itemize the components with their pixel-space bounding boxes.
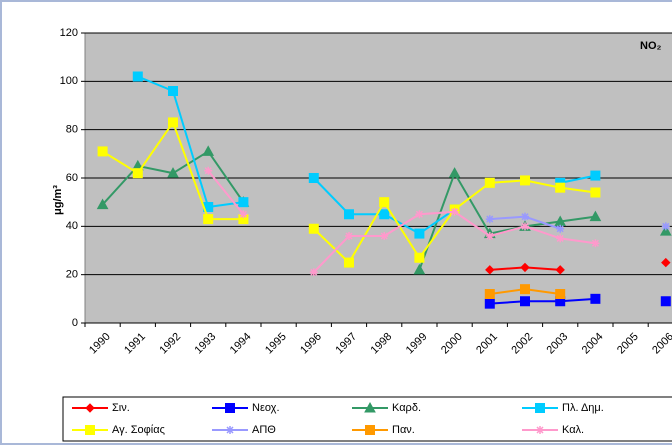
data-point xyxy=(414,228,425,239)
y-tick-label: 80 xyxy=(66,124,78,136)
data-point xyxy=(485,265,495,275)
data-point xyxy=(591,239,600,248)
data-point xyxy=(239,210,248,219)
data-point xyxy=(415,210,424,219)
data-point xyxy=(520,175,530,186)
data-point xyxy=(308,223,319,234)
data-point xyxy=(555,289,566,299)
data-point xyxy=(379,209,390,220)
data-point xyxy=(484,289,495,299)
y-tick-label: 0 xyxy=(72,317,78,329)
legend-marker xyxy=(535,403,545,413)
legend-marker xyxy=(364,401,376,413)
y-tick-label: 100 xyxy=(60,75,78,87)
series-line xyxy=(559,174,596,184)
legend-marker xyxy=(85,403,95,413)
series-line xyxy=(207,170,245,215)
data-point xyxy=(556,234,565,243)
data-point xyxy=(659,225,672,236)
data-point xyxy=(555,182,566,193)
data-point xyxy=(590,293,601,304)
data-point xyxy=(521,222,529,231)
data-point xyxy=(204,166,213,175)
legend-label: Παν. xyxy=(392,424,415,436)
data-point xyxy=(485,232,494,240)
legend-marker xyxy=(365,425,375,435)
legend-label: ΑΠΘ xyxy=(252,424,276,436)
data-point xyxy=(309,268,318,277)
legend-label: Πλ. Δημ. xyxy=(562,402,604,414)
legend-label: Νεοχ. xyxy=(252,402,280,414)
series-line xyxy=(489,297,596,305)
data-point xyxy=(520,262,530,273)
data-point xyxy=(202,145,215,156)
data-point xyxy=(484,177,495,188)
data-point xyxy=(168,86,178,96)
data-point xyxy=(520,296,530,307)
legend-label: Καλ. xyxy=(562,424,584,436)
legend-label: Καρδ. xyxy=(392,402,421,414)
legend-marker xyxy=(85,425,95,435)
legend-label: Σιν. xyxy=(112,402,130,414)
data-point xyxy=(485,215,494,224)
data-point xyxy=(521,212,529,221)
data-point xyxy=(97,146,108,157)
annotation: NO₂ xyxy=(640,40,662,52)
legend-marker xyxy=(536,426,544,434)
data-point xyxy=(660,296,671,307)
data-point xyxy=(520,284,530,295)
data-point xyxy=(96,198,109,210)
data-point xyxy=(590,187,601,198)
data-point xyxy=(132,168,143,179)
data-point xyxy=(413,263,426,275)
data-point xyxy=(450,207,459,216)
data-point xyxy=(484,298,495,309)
data-point xyxy=(590,170,601,181)
data-point xyxy=(414,252,425,263)
data-point xyxy=(448,167,461,178)
data-point xyxy=(379,197,390,208)
data-point xyxy=(661,222,670,231)
series-line xyxy=(137,75,244,209)
y-tick-label: 20 xyxy=(66,269,78,281)
data-point xyxy=(203,214,214,225)
data-point xyxy=(132,71,143,82)
legend-marker xyxy=(226,426,234,434)
data-point xyxy=(556,224,565,233)
data-point xyxy=(661,257,671,268)
data-point xyxy=(168,117,178,128)
data-point xyxy=(589,210,602,222)
data-point xyxy=(344,257,354,268)
data-point xyxy=(380,232,389,240)
data-point xyxy=(238,197,249,208)
y-tick-label: 60 xyxy=(66,172,78,184)
series-line xyxy=(418,170,596,271)
data-point xyxy=(167,167,179,178)
data-point xyxy=(555,265,565,275)
y-tick-label: 120 xyxy=(60,27,78,39)
legend-marker xyxy=(225,403,235,413)
y-tick-label: 40 xyxy=(66,220,78,232)
y-axis-label: μg/m³ xyxy=(52,185,64,215)
legend-label: Αγ. Σοφίας xyxy=(112,424,165,436)
data-point xyxy=(345,232,353,240)
data-point xyxy=(344,209,354,220)
data-point xyxy=(308,173,319,183)
